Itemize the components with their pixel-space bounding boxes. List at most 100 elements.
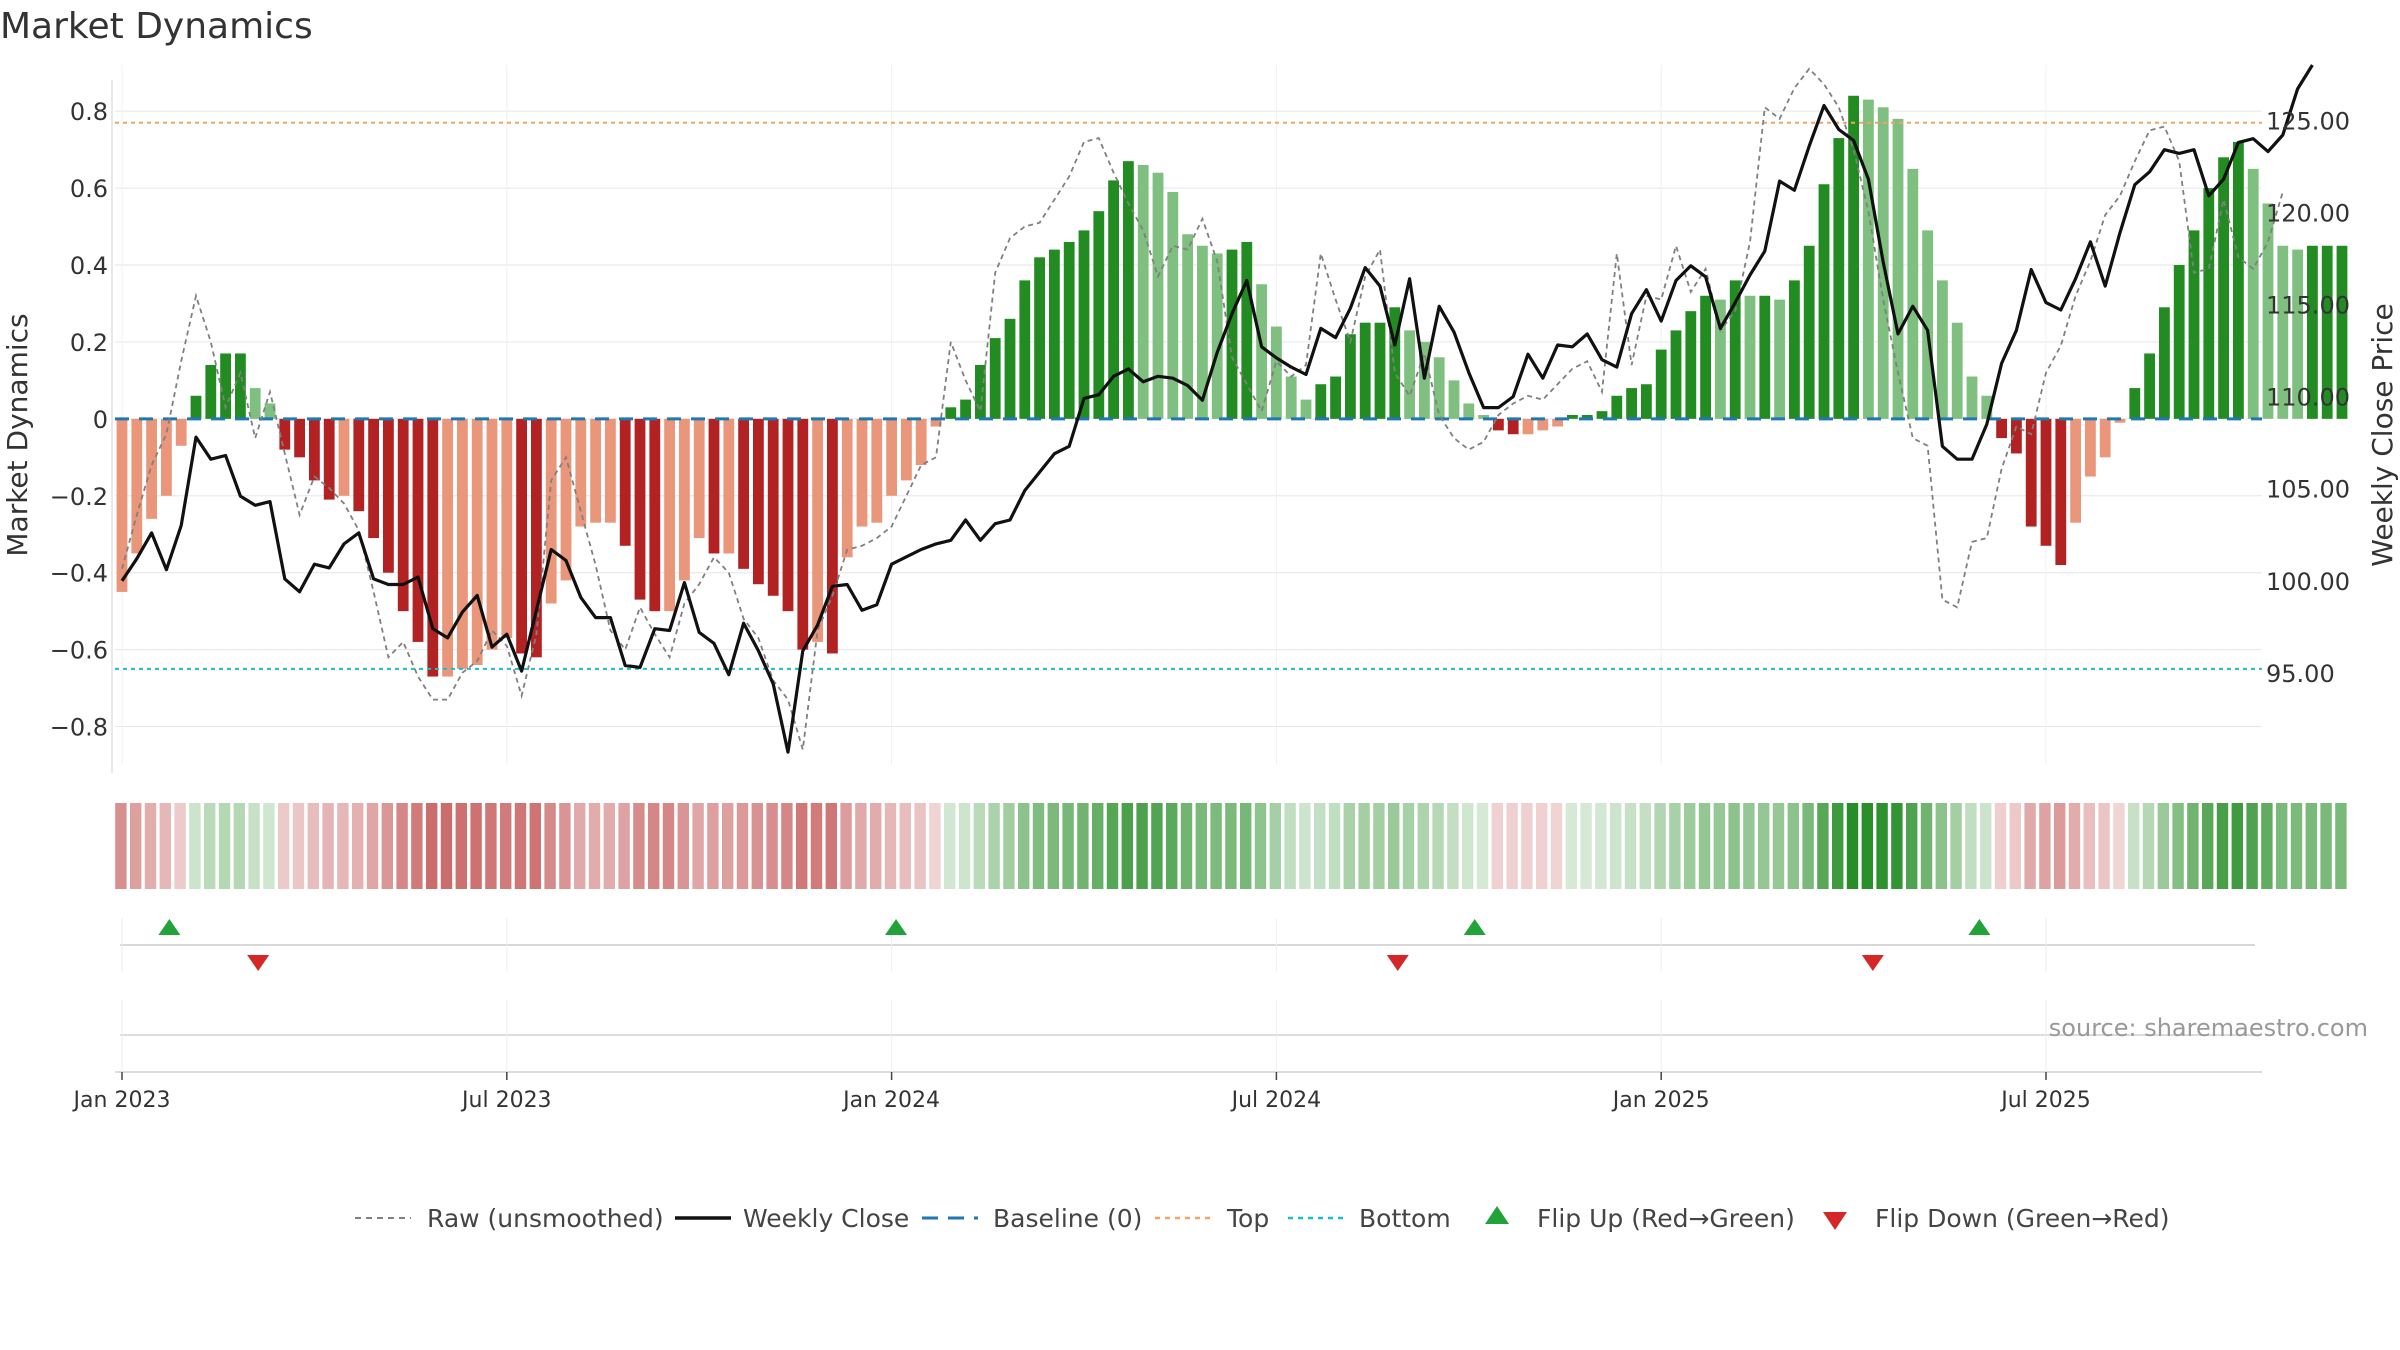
bar [2129, 388, 2141, 419]
heat-cell [1062, 803, 1074, 889]
heat-cell [278, 803, 290, 889]
heat-cell [144, 803, 157, 889]
heat-cell [1195, 803, 1207, 889]
heat-cell [1728, 803, 1740, 889]
flip-down-marker [1386, 955, 1409, 971]
bar [1478, 415, 1489, 419]
bar [723, 418, 735, 554]
heat-cell [944, 803, 956, 889]
bar [753, 418, 764, 585]
heat-cell [307, 803, 319, 889]
bar [1892, 118, 1904, 419]
heat-cell [130, 803, 142, 889]
bar [1404, 330, 1415, 419]
heat-cell [1994, 803, 2007, 889]
heat-cell [2246, 803, 2258, 889]
y-tick-label: −0.4 [50, 560, 108, 588]
bar [1685, 311, 1697, 419]
y-tick-label: −0.8 [50, 714, 108, 742]
legend-label: Flip Up (Red→Green) [1537, 1204, 1795, 1233]
heat-cell [1299, 803, 1311, 889]
heat-cell [1328, 803, 1341, 889]
heat-cell [766, 803, 778, 889]
bar [116, 418, 128, 592]
y-right-tick-label: 120.00 [2266, 199, 2350, 227]
bar [1078, 230, 1090, 419]
bar [279, 418, 291, 450]
heat-cell [2024, 803, 2036, 889]
heat-cell [1417, 803, 1429, 889]
bar [634, 418, 646, 600]
bar [2144, 353, 2155, 419]
bar [412, 418, 424, 642]
bar [871, 418, 883, 523]
heat-cell [796, 803, 808, 889]
heat-cell [1965, 803, 1977, 889]
bar [1907, 168, 1919, 419]
heat-cell [1166, 803, 1178, 889]
bar [930, 418, 942, 427]
bar [1374, 322, 1386, 419]
bar [945, 407, 957, 419]
y-tick-label: 0.4 [70, 252, 108, 280]
bar [2025, 418, 2037, 527]
heat-cell [1669, 803, 1681, 889]
heat-cell [1580, 803, 1592, 889]
heat-cell [1610, 803, 1622, 889]
y-tick-label: −0.2 [50, 483, 108, 511]
bar [2055, 418, 2067, 565]
heat-cell [159, 803, 171, 889]
y-tick-label: 0 [93, 406, 108, 434]
bar [797, 418, 809, 650]
bar [2011, 418, 2022, 454]
bar [1108, 180, 1119, 419]
raw-series-line [121, 67, 2284, 750]
bar [1596, 411, 1608, 419]
bar [2099, 418, 2111, 458]
heat-cell [2187, 803, 2199, 889]
bar [1700, 295, 1711, 419]
bar [1715, 299, 1726, 419]
x-tick-label: Jul 2024 [1230, 1088, 1322, 1113]
heat-cell [1402, 803, 1415, 889]
heat-cell [455, 803, 467, 889]
heat-cell [1506, 803, 1518, 889]
heat-cell [2216, 803, 2229, 889]
heat-cell [2231, 803, 2243, 889]
bar [1803, 245, 1815, 419]
bar [827, 418, 838, 654]
bar [1537, 418, 1549, 431]
heat-cell [1018, 803, 1030, 889]
heat-cell [1121, 803, 1133, 889]
bar [1655, 349, 1667, 419]
bar [220, 353, 231, 419]
bar [1330, 376, 1341, 419]
heat-cell [2039, 803, 2051, 889]
legend-label: Flip Down (Green→Red) [1875, 1204, 2170, 1233]
bar [679, 418, 690, 581]
bar [1493, 418, 1504, 431]
bar [161, 418, 172, 496]
bar [2233, 141, 2244, 419]
heat-cell [1491, 803, 1503, 889]
heat-cell [440, 803, 453, 889]
heat-cell [1536, 803, 1548, 889]
bar [1744, 295, 1756, 419]
heat-cell [1373, 803, 1385, 889]
bar [545, 418, 557, 604]
heat-cell [1136, 803, 1148, 889]
lines [115, 64, 2314, 754]
bar [1241, 241, 1253, 419]
bar [590, 418, 601, 523]
heat-cell [1876, 803, 1888, 889]
bar [338, 418, 350, 496]
x-tick-label: Jul 2023 [460, 1088, 552, 1113]
bar [1818, 184, 1830, 419]
bar [1522, 418, 1534, 435]
bar [1774, 299, 1785, 419]
heat-cell [1476, 803, 1489, 889]
bar [1951, 322, 1963, 419]
heat-cell [233, 803, 245, 889]
heat-cell [1624, 803, 1637, 889]
